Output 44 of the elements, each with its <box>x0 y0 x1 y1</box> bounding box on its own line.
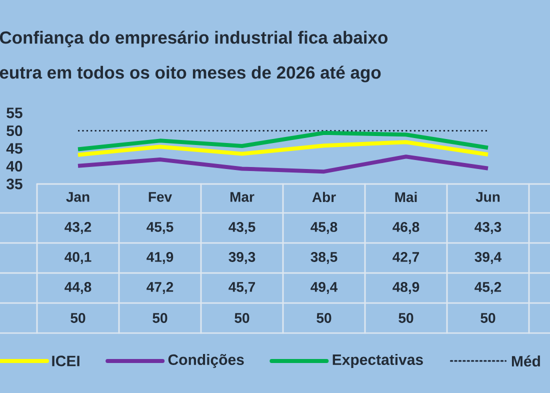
data-label: 43,3 <box>474 222 502 234</box>
x-tick-label: Jun <box>476 192 500 202</box>
data-label: 44,8 <box>64 282 92 294</box>
data-label: 50 <box>234 313 250 323</box>
line-series <box>76 140 490 157</box>
data-label: 46,8 <box>392 222 420 234</box>
data-label: 45,7 <box>228 282 256 294</box>
data-label: 41,9 <box>146 252 174 264</box>
legend-label: Méd <box>512 355 540 367</box>
x-tick-label: Fev <box>148 192 172 202</box>
data-label: 40,1 <box>64 252 92 264</box>
line-series <box>76 130 490 152</box>
data-label: 42,7 <box>392 252 419 264</box>
y-tick-label: 55 <box>6 108 22 118</box>
x-tick-label: Mai <box>395 192 417 202</box>
data-label: 38,5 <box>310 252 338 264</box>
chart-title: Confiança do empresário industrial fica abaixo <box>0 30 388 48</box>
data-label: 45,8 <box>310 222 338 234</box>
x-tick-label: Mar <box>230 192 254 202</box>
data-label: 50 <box>316 313 332 323</box>
data-label: 39,3 <box>228 252 256 264</box>
x-tick-label: Jan <box>66 192 90 202</box>
legend-label: Condições <box>168 354 244 368</box>
data-label: 43,5 <box>228 222 256 234</box>
line-series <box>76 154 490 174</box>
y-tick-label: 50 <box>6 125 22 136</box>
data-label: 45,5 <box>146 222 174 234</box>
y-tick-label: 45 <box>6 143 22 154</box>
y-tick-label: 35 <box>6 178 22 190</box>
data-label: 43,2 <box>64 222 92 234</box>
legend-label: ICEI <box>52 356 80 366</box>
y-tick-label: 40 <box>6 160 22 172</box>
x-tick-label: Abr <box>312 192 336 202</box>
legend-label: Expectativas <box>332 354 423 368</box>
data-label: 50 <box>70 313 86 323</box>
data-label: 48,9 <box>392 282 420 294</box>
data-label: 39,4 <box>474 252 502 264</box>
data-label: 50 <box>480 313 496 323</box>
chart-subtitle: eutra em todos os oito meses de 2026 até ago <box>0 66 381 82</box>
data-label: 49,4 <box>310 282 338 294</box>
data-label: 45,2 <box>474 282 502 294</box>
data-label: 50 <box>152 313 168 323</box>
data-label: 47,2 <box>146 282 174 294</box>
data-label: 50 <box>398 313 414 323</box>
